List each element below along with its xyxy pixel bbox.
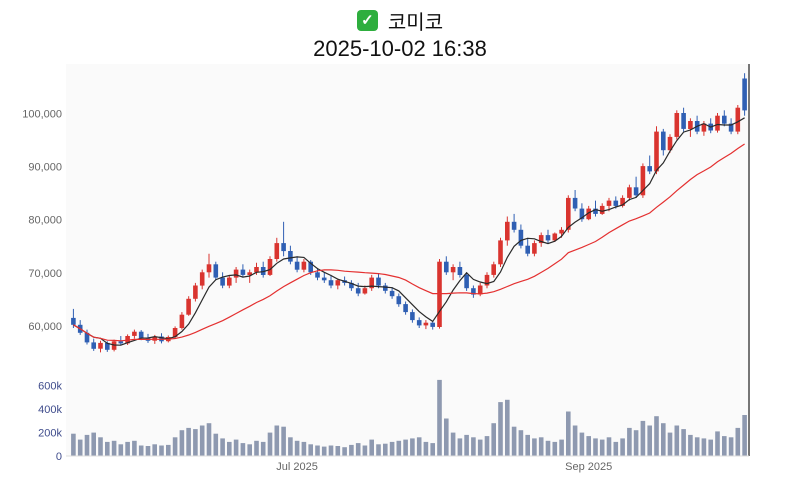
candlestick-volume-chart: 60,000 70,000 80,000 90,000 100,000 0 200k 400k…: [0, 64, 800, 479]
svg-text:600k: 600k: [38, 381, 62, 393]
plot-background: [66, 64, 750, 456]
svg-text:100,000: 100,000: [22, 109, 62, 121]
svg-text:200k: 200k: [38, 428, 62, 440]
svg-text:90,000: 90,000: [28, 162, 62, 174]
chart-header: ✓ 코미코: [0, 0, 800, 34]
svg-text:400k: 400k: [38, 404, 62, 416]
x-axis-labels: Jul 2025 Sep 2025: [276, 461, 612, 473]
stock-name: 코미코: [387, 11, 444, 34]
svg-text:60,000: 60,000: [28, 321, 62, 333]
price-axis-labels: 60,000 70,000 80,000 90,000 100,000: [22, 109, 62, 333]
timestamp: 2025-10-02 16:38: [313, 36, 487, 61]
check-glyph: ✓: [361, 11, 374, 29]
svg-text:Jul 2025: Jul 2025: [276, 461, 318, 473]
svg-text:70,000: 70,000: [28, 268, 62, 280]
svg-text:80,000: 80,000: [28, 215, 62, 227]
volume-bars: [71, 379, 747, 456]
long-moving-average: [73, 143, 745, 342]
svg-text:Sep 2025: Sep 2025: [565, 461, 612, 473]
chart-svg: 60,000 70,000 80,000 90,000 100,000 0 200k 400k…: [22, 64, 750, 473]
green-check-icon: ✓: [356, 9, 378, 31]
candles: [71, 73, 747, 353]
svg-text:0: 0: [56, 451, 62, 463]
volume-axis-labels: 0 200k 400k 600k: [38, 381, 62, 463]
short-moving-average: [73, 117, 745, 346]
